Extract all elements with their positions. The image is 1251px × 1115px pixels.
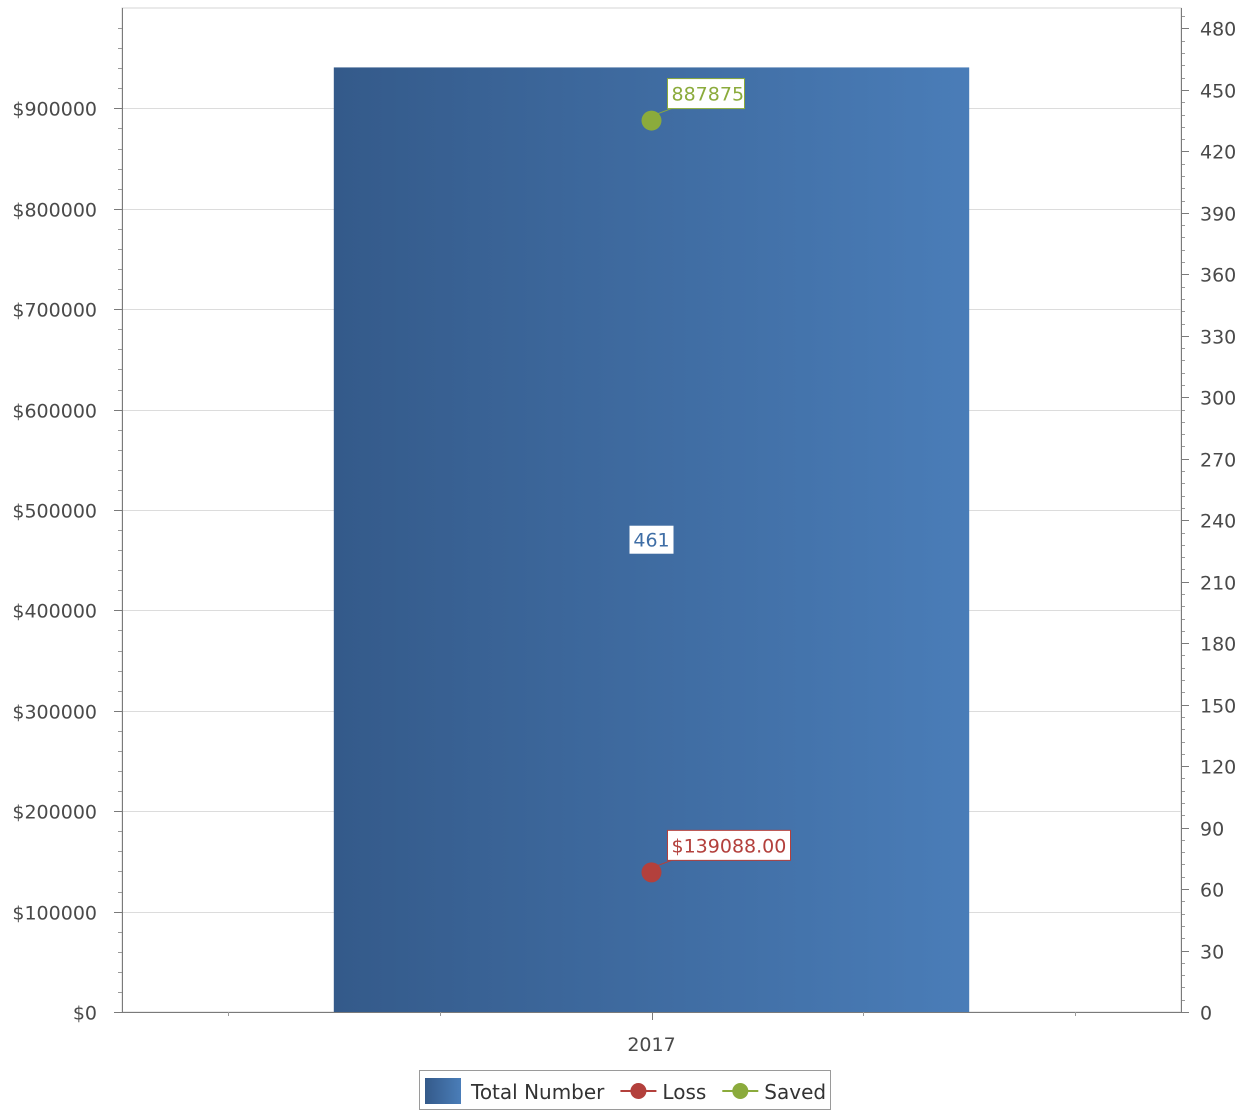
right-axis-tick-label: 300 — [1200, 388, 1236, 410]
data-label-box — [667, 78, 745, 110]
left-axis-tick-label: $300000 — [12, 702, 97, 724]
left-axis-tick-label: $700000 — [12, 300, 97, 322]
data-point-saved — [641, 110, 662, 131]
right-axis-tick-label: 390 — [1200, 204, 1236, 226]
left-axis-tick-label: $800000 — [12, 200, 97, 222]
right-axis-tick-label: 30 — [1200, 942, 1224, 964]
right-axis-tick-label: 180 — [1200, 634, 1236, 656]
left-axis-tick-label: $600000 — [12, 401, 97, 423]
data-label: $139088.00 — [672, 835, 787, 857]
right-axis-tick-label: 450 — [1200, 81, 1236, 103]
right-axis-tick-label: 480 — [1200, 19, 1236, 41]
right-axis-tick-label: 240 — [1200, 511, 1236, 533]
legend: Total Number Loss Saved — [419, 1070, 831, 1110]
left-axis-tick-label: $500000 — [12, 501, 97, 523]
left-axis-tick-label: $100000 — [12, 903, 97, 925]
right-axis-tick-label: 120 — [1200, 757, 1236, 779]
data-label-box — [667, 829, 791, 861]
bar-label: 461 — [633, 530, 669, 552]
legend-content: Total Number Loss Saved — [425, 1078, 826, 1104]
left-axis-tick-label: $900000 — [12, 99, 97, 121]
left-axis-tick-label: $400000 — [12, 601, 97, 623]
legend-swatch-marker — [732, 1083, 749, 1099]
right-axis-tick-label: 270 — [1200, 450, 1236, 472]
legend-swatch-bar — [425, 1078, 461, 1104]
right-axis-tick-label: 60 — [1200, 880, 1224, 902]
right-axis-tick-label: 210 — [1200, 573, 1236, 595]
legend-label: Saved — [764, 1080, 826, 1104]
x-axis-tick-label: 2017 — [627, 1034, 675, 1056]
bar-label-box — [629, 525, 674, 554]
right-axis-tick-label: 330 — [1200, 327, 1236, 349]
legend-label: Loss — [662, 1080, 706, 1104]
right-axis-tick-label: 0 — [1200, 1003, 1212, 1025]
data-label: 887875 — [672, 84, 745, 106]
data-point-loss — [641, 862, 662, 883]
left-axis-tick-label: $0 — [73, 1003, 97, 1025]
left-axis-tick-label: $200000 — [12, 802, 97, 824]
legend-swatch-marker — [630, 1083, 647, 1099]
right-axis-tick-label: 150 — [1200, 696, 1236, 718]
right-axis-tick-label: 90 — [1200, 819, 1224, 841]
legend-label: Total Number — [470, 1080, 605, 1104]
right-axis-tick-label: 420 — [1200, 142, 1236, 164]
right-axis-tick-label: 360 — [1200, 265, 1236, 287]
